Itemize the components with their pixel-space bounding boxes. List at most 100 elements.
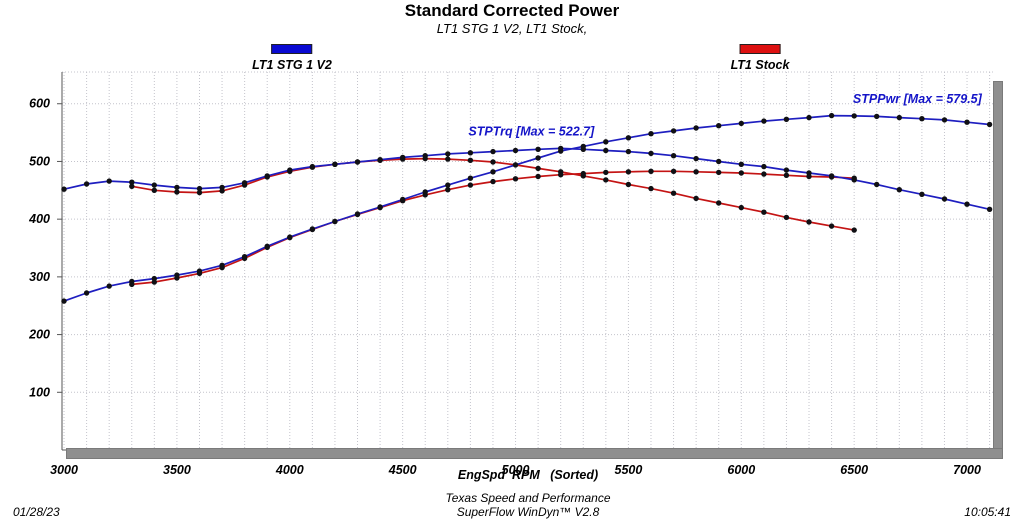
data-point-marker bbox=[716, 123, 722, 129]
y-tick-label: 300 bbox=[29, 270, 50, 284]
data-point-marker bbox=[625, 169, 632, 175]
data-point-marker bbox=[896, 187, 902, 193]
data-point-marker bbox=[490, 169, 496, 175]
data-point-marker bbox=[783, 116, 790, 123]
data-point-marker bbox=[761, 171, 767, 177]
footer-software-version: SuperFlow WinDyn™ V2.8 bbox=[456, 505, 600, 519]
data-point-marker bbox=[603, 139, 609, 145]
data-point-marker bbox=[783, 167, 790, 173]
data-point-marker bbox=[670, 168, 677, 174]
data-point-marker bbox=[670, 190, 677, 196]
footer-date: 01/28/23 bbox=[13, 505, 60, 519]
data-point-marker bbox=[738, 161, 744, 167]
data-point-marker bbox=[106, 283, 112, 289]
data-point-marker bbox=[941, 117, 948, 123]
data-point-marker bbox=[512, 162, 519, 168]
x-tick-label: 5500 bbox=[615, 463, 643, 477]
horizontal-scrollbar[interactable] bbox=[66, 448, 1003, 459]
data-point-marker bbox=[445, 151, 451, 157]
data-point-marker bbox=[377, 157, 383, 163]
x-tick-label: 4000 bbox=[275, 463, 304, 477]
data-point-marker bbox=[400, 196, 406, 203]
data-point-marker bbox=[219, 262, 225, 268]
data-point-marker bbox=[490, 148, 496, 155]
data-point-marker bbox=[309, 163, 316, 170]
data-point-marker bbox=[693, 195, 699, 202]
data-point-marker bbox=[919, 116, 925, 122]
data-point-marker bbox=[106, 178, 112, 184]
data-point-marker bbox=[535, 146, 541, 152]
data-point-marker bbox=[535, 173, 541, 180]
series-max-annotation: STPPwr [Max = 579.5] bbox=[853, 92, 983, 106]
data-point-marker bbox=[445, 187, 451, 193]
x-tick-label: 6000 bbox=[727, 463, 755, 477]
data-point-marker bbox=[986, 121, 993, 128]
data-point-marker bbox=[964, 119, 970, 125]
data-point-marker bbox=[986, 206, 993, 212]
data-point-marker bbox=[919, 191, 925, 197]
y-tick-label: 100 bbox=[29, 385, 50, 399]
data-point-marker bbox=[83, 181, 90, 187]
legend-label: LT1 Stock bbox=[730, 58, 790, 72]
data-point-marker bbox=[648, 168, 654, 174]
data-point-marker bbox=[467, 157, 474, 163]
data-point-marker bbox=[467, 175, 474, 181]
data-point-marker bbox=[196, 268, 203, 274]
vertical-scrollbar[interactable] bbox=[993, 81, 1003, 449]
y-tick-label: 600 bbox=[29, 97, 50, 111]
data-point-marker bbox=[129, 179, 135, 185]
data-point-marker bbox=[693, 169, 699, 175]
data-point-marker bbox=[693, 125, 699, 131]
data-point-marker bbox=[445, 182, 451, 188]
legend-swatch-blue bbox=[271, 44, 313, 54]
data-point-marker bbox=[129, 183, 135, 189]
series-line bbox=[63, 114, 990, 302]
data-point-marker bbox=[151, 275, 157, 282]
data-point-marker bbox=[851, 227, 857, 233]
data-point-marker bbox=[445, 156, 451, 162]
data-point-marker bbox=[129, 278, 135, 285]
data-point-marker bbox=[874, 113, 880, 120]
x-tick-label: 4500 bbox=[388, 463, 417, 477]
data-point-marker bbox=[558, 148, 564, 154]
data-point-marker bbox=[851, 113, 857, 119]
series-line bbox=[63, 147, 990, 211]
data-point-marker bbox=[151, 182, 157, 188]
x-tick-label: 3000 bbox=[50, 463, 78, 477]
legend-swatch-red bbox=[739, 44, 781, 54]
data-point-marker bbox=[174, 272, 180, 278]
data-point-marker bbox=[241, 254, 248, 260]
data-point-marker bbox=[422, 189, 428, 195]
data-point-marker bbox=[625, 181, 632, 188]
data-point-marker bbox=[287, 167, 293, 173]
data-point-marker bbox=[783, 214, 790, 221]
data-point-marker bbox=[806, 114, 812, 121]
x-axis-title: EngSpd RPM (Sorted) bbox=[457, 468, 599, 482]
data-point-marker bbox=[535, 165, 541, 172]
data-point-marker bbox=[354, 159, 361, 165]
data-point-marker bbox=[828, 173, 835, 179]
data-point-marker bbox=[287, 234, 293, 240]
legend-item-lt1-stock: LT1 Stock bbox=[730, 44, 790, 74]
data-point-marker bbox=[806, 170, 812, 176]
data-point-marker bbox=[625, 148, 632, 155]
data-point-marker bbox=[264, 173, 270, 179]
legend-item-lt1-stg1-v2: LT1 STG 1 V2 bbox=[252, 44, 332, 74]
data-point-marker bbox=[716, 200, 722, 206]
data-point-marker bbox=[670, 153, 677, 159]
data-point-marker bbox=[422, 153, 428, 159]
data-point-marker bbox=[648, 150, 654, 157]
data-point-marker bbox=[61, 298, 67, 304]
data-point-marker bbox=[580, 143, 586, 150]
data-point-marker bbox=[174, 184, 180, 191]
data-point-marker bbox=[490, 178, 496, 185]
data-point-marker bbox=[761, 163, 767, 170]
data-point-marker bbox=[196, 189, 203, 196]
data-point-marker bbox=[151, 187, 157, 193]
data-point-marker bbox=[941, 196, 948, 202]
data-point-marker bbox=[716, 158, 722, 165]
x-tick-label: 3500 bbox=[163, 463, 191, 477]
data-point-marker bbox=[828, 112, 835, 119]
